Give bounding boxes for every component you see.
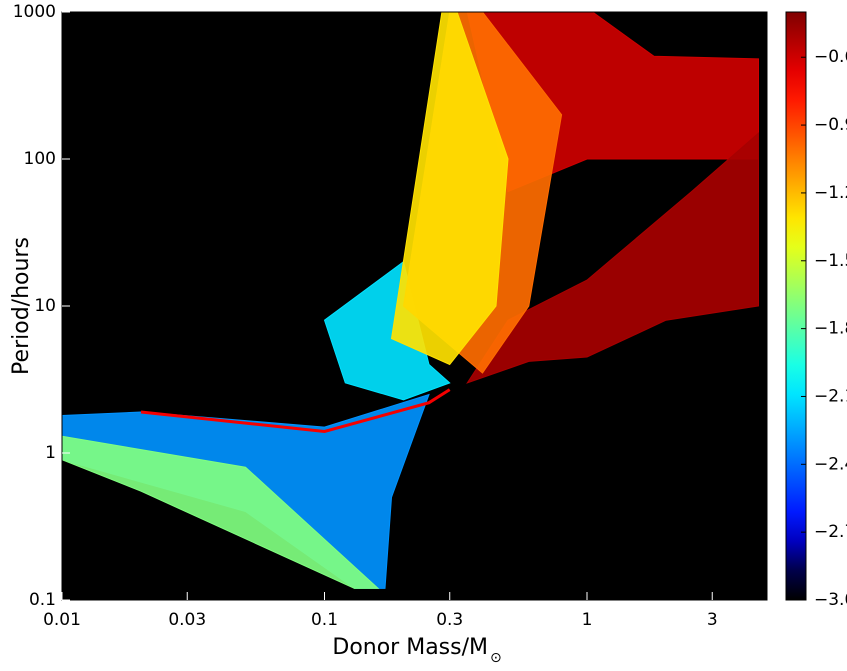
y-tick-label: 1 bbox=[45, 443, 56, 463]
y-tick-label: 10 bbox=[34, 296, 56, 316]
colorbar-tick-label: −3.0 bbox=[814, 590, 847, 610]
x-axis-label-subscript: ⊙ bbox=[490, 650, 502, 666]
colorbar-tick-label: −0.6 bbox=[814, 47, 847, 67]
track-line bbox=[140, 388, 451, 434]
track-region bbox=[62, 435, 380, 589]
colorbar-tick-label: −1.2 bbox=[814, 183, 847, 203]
x-tick-label: 1 bbox=[582, 610, 593, 630]
colorbar-tick-label: −1.8 bbox=[814, 319, 847, 339]
colorbar-tick-label: −2.4 bbox=[814, 454, 847, 474]
x-tick-label: 3 bbox=[707, 610, 718, 630]
colorbar bbox=[785, 11, 807, 601]
x-tick-label: 0.03 bbox=[168, 610, 206, 630]
colorbar-tick-label: −1.5 bbox=[814, 251, 847, 271]
track-region bbox=[390, 12, 509, 366]
track-region bbox=[466, 131, 759, 384]
colorbar-tick-label: −2.7 bbox=[814, 522, 847, 542]
y-tick-label: 100 bbox=[24, 149, 56, 169]
x-tick-label: 0.3 bbox=[436, 610, 463, 630]
colorbar-tick-label: −2.1 bbox=[814, 386, 847, 406]
x-tick-label: 0.1 bbox=[311, 610, 338, 630]
x-tick-label: 0.01 bbox=[43, 610, 81, 630]
y-tick-label: 1000 bbox=[13, 2, 56, 22]
y-tick-label: 0.1 bbox=[29, 590, 56, 610]
x-axis-label: Donor Mass/M bbox=[332, 635, 488, 660]
y-axis-label: Period/hours bbox=[9, 237, 34, 375]
colorbar-tick-label: −0.9 bbox=[814, 115, 847, 135]
